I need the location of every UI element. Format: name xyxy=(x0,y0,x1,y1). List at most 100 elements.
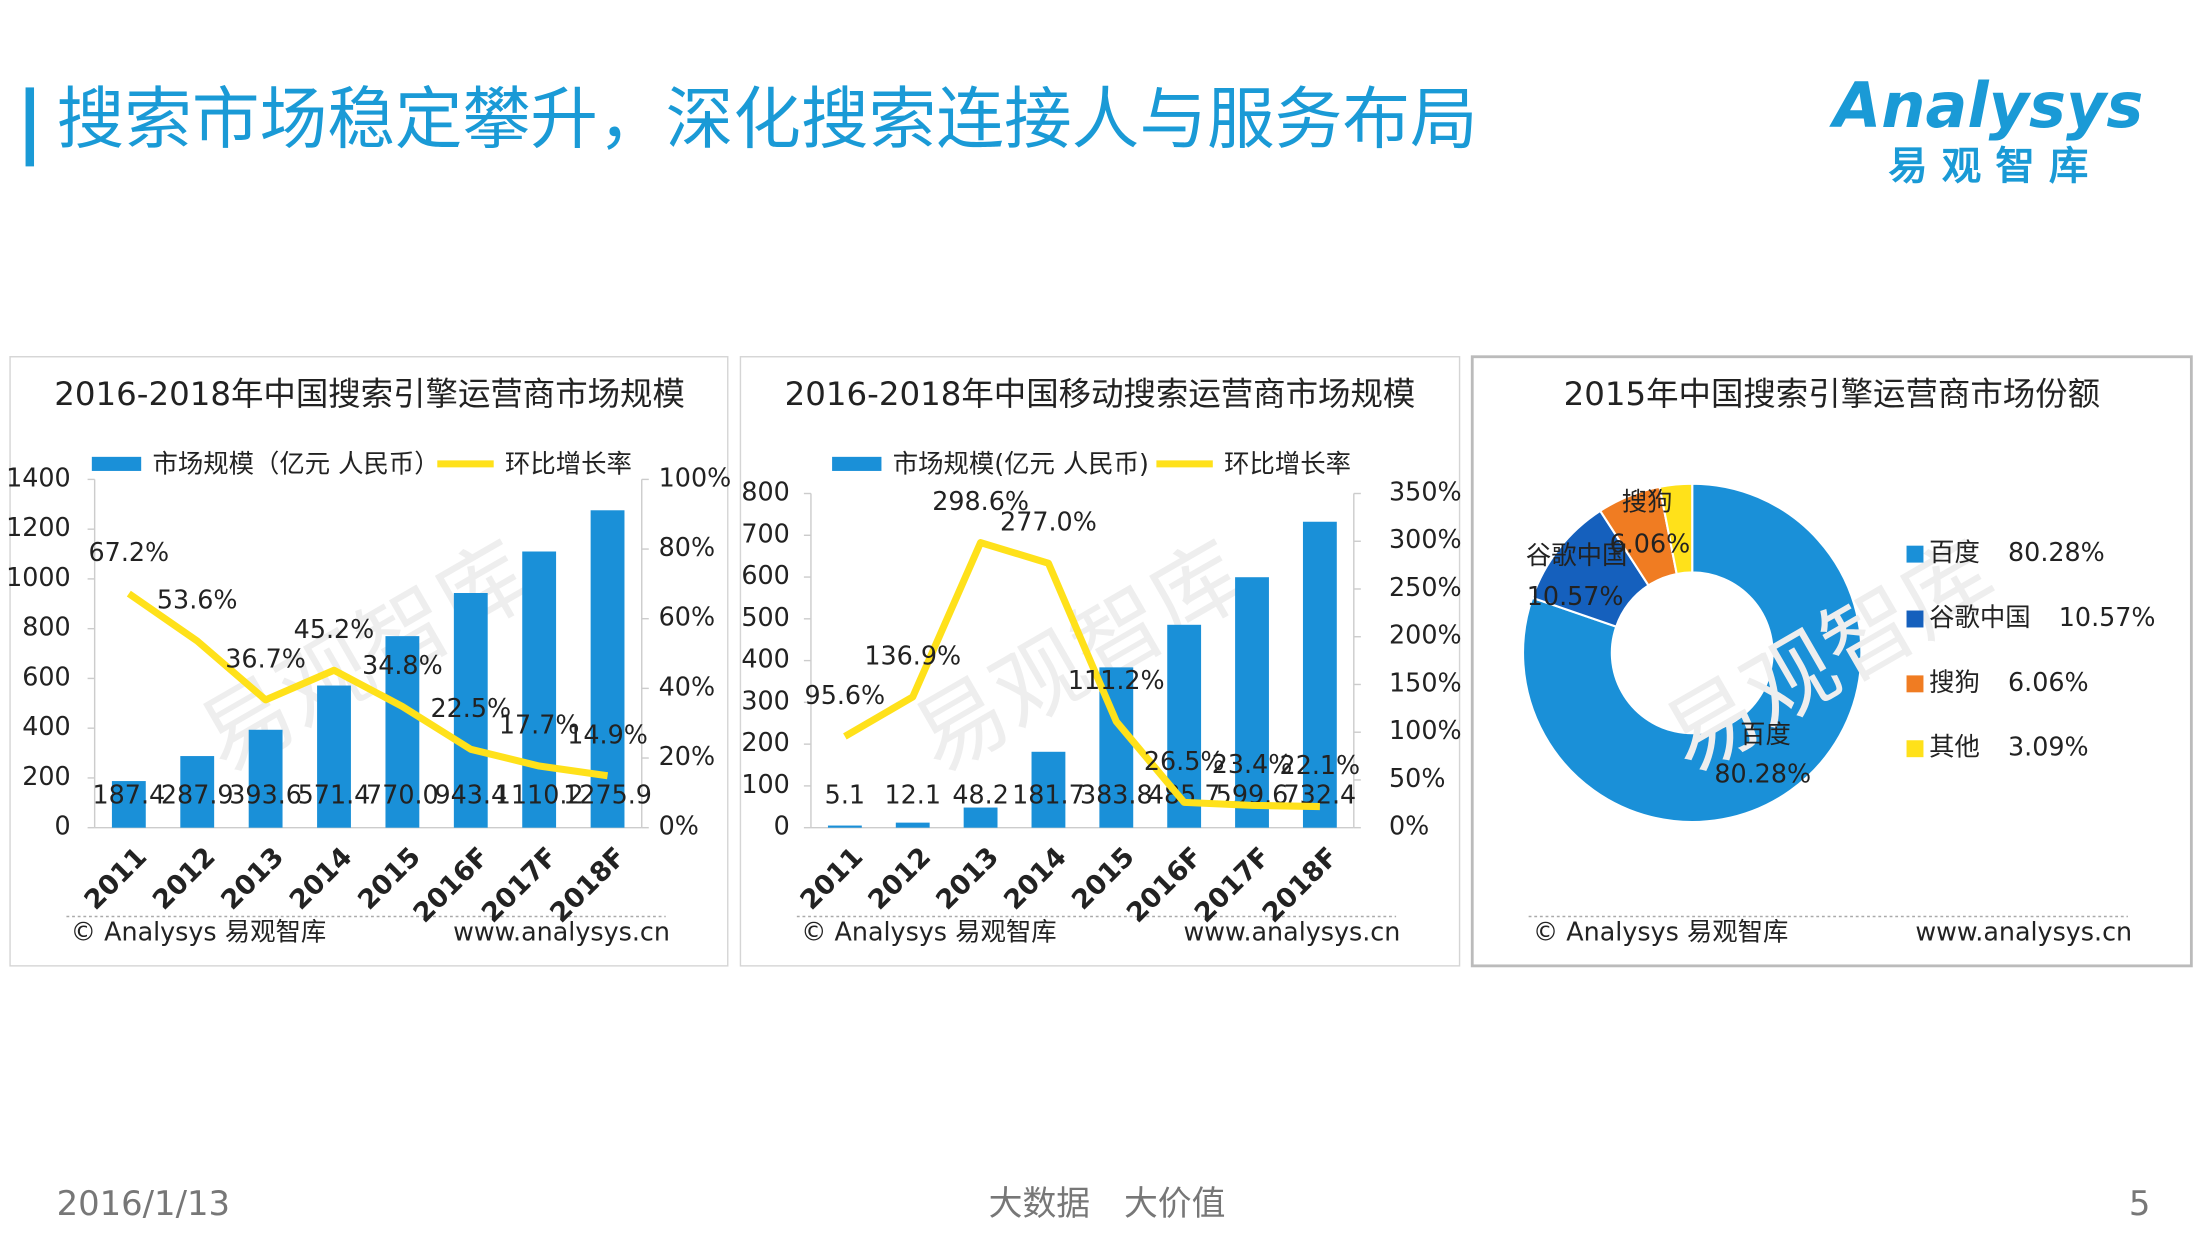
y-tick-label: 300 xyxy=(741,685,789,715)
slice-value: 6.06% xyxy=(1610,529,1691,559)
line-value-label: 277.0% xyxy=(1000,507,1097,537)
legend-value: 10.57% xyxy=(2059,602,2156,632)
legend-label: 市场规模（亿元 人民币） xyxy=(152,448,439,478)
bar xyxy=(180,756,215,828)
y-tick-label: 100 xyxy=(741,769,789,799)
line-value-label: 22.1% xyxy=(1280,750,1361,780)
legend-swatch xyxy=(832,456,882,471)
legend-value: 6.06% xyxy=(2008,667,2089,697)
slice-label: 谷歌中国 xyxy=(1526,540,1627,570)
legend-swatch xyxy=(1906,740,1924,758)
x-tick-label: 2013 xyxy=(930,841,1005,916)
legend-value: 80.28% xyxy=(2008,537,2105,567)
y2-tick-label: 100% xyxy=(659,462,732,492)
bar xyxy=(385,636,420,828)
panel xyxy=(739,356,1461,967)
bar xyxy=(317,685,351,828)
line-value-label: 95.6% xyxy=(805,680,886,710)
x-tick-label: 2014 xyxy=(998,841,1073,916)
slice-value: 10.57% xyxy=(1527,581,1624,611)
x-tick-label: 2014 xyxy=(284,841,359,916)
y-tick-label: 1200 xyxy=(6,512,71,542)
bar-value-label: 287.9 xyxy=(161,780,234,810)
footer-slogan: 大数据 大价值 xyxy=(989,1184,1226,1223)
y-tick-label: 0 xyxy=(55,811,71,841)
y-tick-label: 0 xyxy=(774,811,790,841)
y-tick-label: 600 xyxy=(741,560,789,590)
y2-tick-label: 0% xyxy=(659,811,699,841)
bar xyxy=(963,807,998,828)
y2-tick-label: 350% xyxy=(1389,477,1462,507)
y2-tick-label: 50% xyxy=(1389,763,1445,793)
line-value-label: 22.5% xyxy=(430,693,511,723)
y2-tick-label: 250% xyxy=(1389,572,1462,602)
bar xyxy=(827,825,862,828)
bar xyxy=(111,781,146,828)
y2-tick-label: 300% xyxy=(1389,524,1462,554)
line-value-label: 298.6% xyxy=(932,486,1029,516)
footer-date: 2016/1/13 xyxy=(57,1184,230,1223)
bar xyxy=(1031,751,1066,828)
x-tick-label: 2012 xyxy=(147,841,222,916)
y-tick-label: 400 xyxy=(741,644,789,674)
legend-label: 其他 xyxy=(1929,732,1980,762)
line-value-label: 14.9% xyxy=(567,719,648,749)
bar-value-label: 393.6 xyxy=(229,780,302,810)
bar-value-label: 187.4 xyxy=(93,780,166,810)
y-tick-label: 600 xyxy=(22,661,70,691)
y2-tick-label: 80% xyxy=(659,532,715,562)
logo: Analysys xyxy=(1828,69,2143,142)
bar-value-label: 48.2 xyxy=(952,780,1008,810)
bar xyxy=(895,822,930,828)
y2-tick-label: 40% xyxy=(659,671,715,701)
source: © Analysys 易观智库 xyxy=(801,916,1057,946)
x-tick-label: 2011 xyxy=(79,841,154,916)
bar-value-label: 943.4 xyxy=(434,780,507,810)
slice-label: 搜狗 xyxy=(1622,486,1673,516)
chart-title: 2016-2018年中国移动搜索运营商市场规模 xyxy=(785,375,1416,413)
bar xyxy=(248,729,283,828)
line-value-label: 17.7% xyxy=(499,710,580,740)
y-tick-label: 800 xyxy=(22,612,70,642)
source: © Analysys 易观智库 xyxy=(71,916,327,946)
bar-value-label: 5.1 xyxy=(825,780,865,810)
line xyxy=(126,590,609,780)
title-bar xyxy=(25,87,35,167)
legend-swatch xyxy=(1906,610,1924,628)
slice-value: 80.28% xyxy=(1714,759,1811,789)
page-number: 5 xyxy=(2129,1184,2151,1223)
source-url: www.analysys.cn xyxy=(1915,916,2132,946)
legend-label: 百度 xyxy=(1929,537,1980,567)
line-value-label: 136.9% xyxy=(864,640,961,670)
y2-tick-label: 150% xyxy=(1389,667,1462,697)
bar-value-label: 12.1 xyxy=(884,780,940,810)
bar xyxy=(453,592,488,828)
chart-title: 2016-2018年中国搜索引擎运营商市场规模 xyxy=(54,375,685,413)
panel xyxy=(1470,355,2193,968)
bar-value-label: 571.4 xyxy=(298,780,371,810)
y-tick-label: 1400 xyxy=(6,462,71,492)
legend-swatch xyxy=(91,456,142,471)
source-url: www.analysys.cn xyxy=(453,916,670,946)
legend-label: 谷歌中国 xyxy=(1929,602,2031,632)
slide-title: 搜索市场稳定攀升，深化搜索连接人与服务布局 xyxy=(57,80,1478,159)
bar xyxy=(1302,521,1337,828)
x-tick-label: 2012 xyxy=(862,841,937,916)
donut-slice xyxy=(1521,482,1863,824)
bar-value-label: 770.0 xyxy=(366,780,439,810)
bar-value-label: 181.7 xyxy=(1012,780,1085,810)
bar-value-label: 1110.2 xyxy=(495,780,584,810)
y2-tick-label: 200% xyxy=(1389,620,1462,650)
legend-label: 市场规模(亿元 人民币) xyxy=(893,448,1149,478)
line-value-label: 34.8% xyxy=(362,650,443,680)
y-tick-label: 400 xyxy=(22,711,70,741)
y-tick-label: 200 xyxy=(22,761,70,791)
panel xyxy=(9,356,729,967)
line-value-label: 53.6% xyxy=(157,585,238,615)
bar xyxy=(1235,577,1269,828)
logo-sub: 易观智库 xyxy=(1888,144,2102,190)
line-value-label: 23.4% xyxy=(1212,749,1293,779)
y-tick-label: 800 xyxy=(741,477,789,507)
line-value-label: 36.7% xyxy=(225,643,306,673)
